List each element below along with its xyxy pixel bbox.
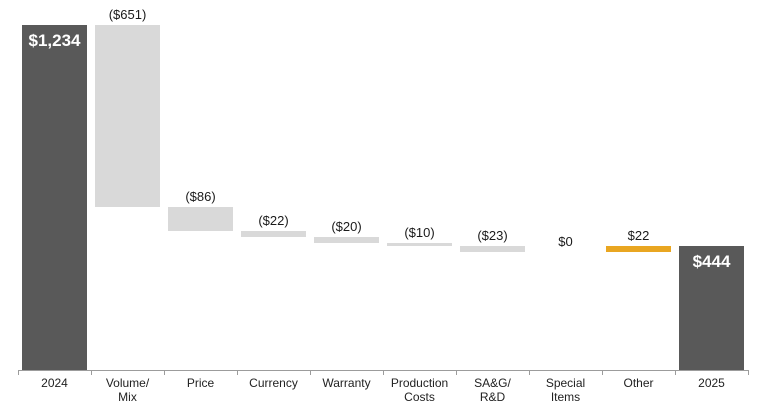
x-axis-tick (18, 370, 19, 375)
category-label-special-items: Special Items (545, 376, 586, 404)
category-label-2024: 2024 (41, 376, 68, 390)
x-axis-tick (675, 370, 676, 375)
category-label-warranty: Warranty (322, 376, 371, 390)
bar-sa-g-r-d (460, 245, 525, 252)
category-label-other: Other (623, 376, 654, 390)
bar-other (606, 245, 671, 252)
bar-volume-mix (95, 25, 160, 207)
category-label-currency: Currency (249, 376, 298, 390)
bar-price (168, 207, 233, 232)
x-axis-tick (310, 370, 311, 375)
value-label-currency: ($22) (258, 213, 289, 229)
x-axis-tick (529, 370, 530, 375)
bar-2024 (22, 25, 87, 370)
value-label-2025: $444 (692, 251, 731, 271)
x-axis-tick (602, 370, 603, 375)
value-label-sa-g-r-d: ($23) (477, 227, 508, 243)
value-label-volume-mix: ($651) (108, 7, 147, 22)
x-axis-tick (164, 370, 165, 375)
value-label-price: ($86) (185, 189, 216, 204)
x-axis-tick (237, 370, 238, 375)
bar-production-costs (387, 242, 452, 246)
bar-currency (241, 231, 306, 238)
category-label-volume-mix: Volume/ Mix (105, 376, 150, 404)
value-label-special-items: $0 (558, 234, 573, 250)
x-axis-tick (91, 370, 92, 375)
x-axis-tick (383, 370, 384, 375)
value-label-warranty: ($20) (331, 219, 362, 235)
value-label-other: $22 (627, 227, 650, 243)
x-axis-tick (456, 370, 457, 375)
bar-2025 (679, 245, 744, 370)
category-label-price: Price (186, 376, 215, 390)
category-label-production-costs: Production Costs (390, 376, 449, 404)
category-label-2025: 2025 (698, 376, 725, 390)
category-label-sa-g-r-d: SA&G/ R&D (474, 376, 511, 404)
bar-warranty (314, 237, 379, 243)
value-label-production-costs: ($10) (404, 224, 435, 240)
value-label-2024: $1,234 (28, 31, 81, 50)
x-axis-tick (748, 370, 749, 375)
